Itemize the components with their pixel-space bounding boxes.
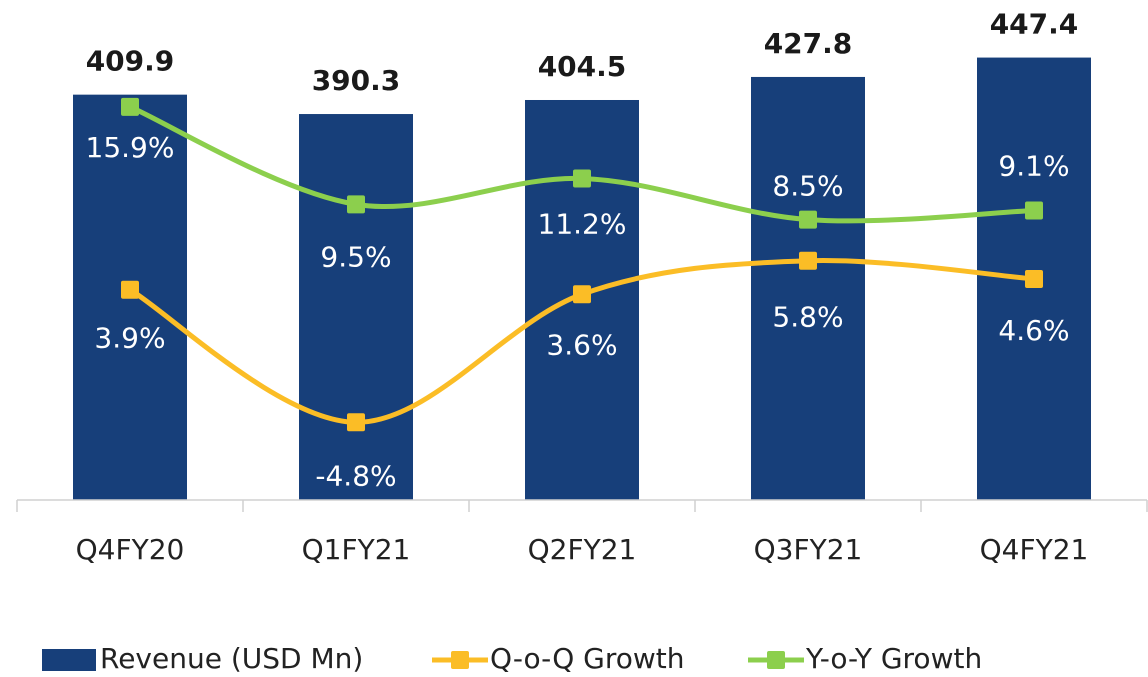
line-marker: [347, 195, 365, 214]
legend-label: Revenue (USD Mn): [100, 642, 363, 675]
legend-swatch: [451, 651, 469, 669]
bar: [751, 76, 865, 500]
line-value-label: 3.6%: [546, 328, 617, 361]
legend-swatch: [767, 651, 785, 669]
x-tick-label: Q4FY20: [76, 533, 185, 566]
line-marker: [347, 413, 365, 432]
line-marker: [1025, 270, 1043, 289]
line-value-label: 15.9%: [86, 131, 175, 164]
line-marker: [1025, 201, 1043, 220]
x-tick-label: Q3FY21: [754, 533, 863, 566]
line-marker: [121, 97, 139, 116]
bar-value-label: 409.9: [86, 45, 175, 78]
line-value-label: 4.6%: [998, 314, 1069, 347]
x-tick-label: Q4FY21: [980, 533, 1089, 566]
legend-label: Y-o-Y Growth: [805, 642, 982, 675]
line-marker: [121, 280, 139, 299]
line-value-label: -4.8%: [315, 459, 396, 492]
legend-label: Q-o-Q Growth: [490, 642, 685, 675]
line-marker: [573, 169, 591, 188]
bar-value-label: 427.8: [764, 27, 853, 60]
line-value-label: 9.1%: [998, 149, 1069, 182]
line-value-label: 11.2%: [538, 207, 627, 240]
line-marker: [799, 210, 817, 229]
line-value-label: 5.8%: [772, 301, 843, 334]
line-marker: [573, 285, 591, 304]
x-tick-label: Q1FY21: [302, 533, 411, 566]
line-value-label: 3.9%: [94, 322, 165, 355]
legend-swatch: [42, 649, 96, 671]
x-tick-label: Q2FY21: [528, 533, 637, 566]
line-value-label: 8.5%: [772, 170, 843, 203]
bar-value-label: 404.5: [538, 50, 627, 83]
bar-value-label: 447.4: [990, 8, 1079, 41]
bar-value-label: 390.3: [312, 64, 401, 97]
bar: [299, 114, 413, 500]
line-marker: [799, 251, 817, 270]
line-value-label: 9.5%: [320, 240, 391, 273]
